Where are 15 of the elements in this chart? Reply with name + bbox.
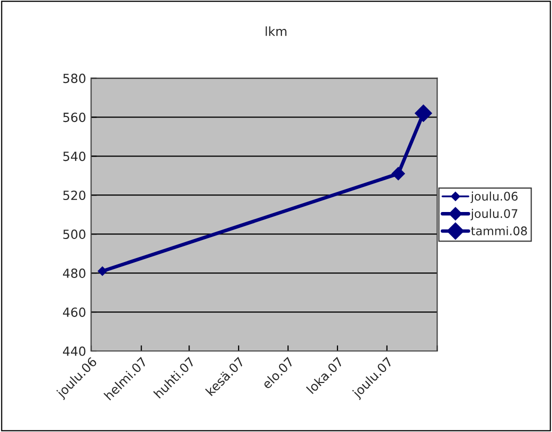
- point: [414, 104, 432, 122]
- y-tick-label: 500: [63, 230, 86, 240]
- y-tick-label: 580: [63, 74, 86, 84]
- chart-title: lkm: [266, 26, 286, 36]
- y-tick-label: 540: [63, 152, 86, 162]
- legend-label: joulu.07: [470, 208, 518, 220]
- y-tick-label: 520: [63, 190, 86, 200]
- legend-label: joulu.06: [470, 192, 518, 203]
- point: [392, 167, 405, 180]
- y-tick-label: 440: [62, 346, 86, 356]
- legend-label: tammi.08: [471, 226, 527, 236]
- y-tick-label: 480: [62, 268, 86, 278]
- point: [98, 266, 108, 276]
- y-tick-label: 560: [63, 112, 86, 122]
- y-tick-label: 460: [62, 308, 86, 317]
